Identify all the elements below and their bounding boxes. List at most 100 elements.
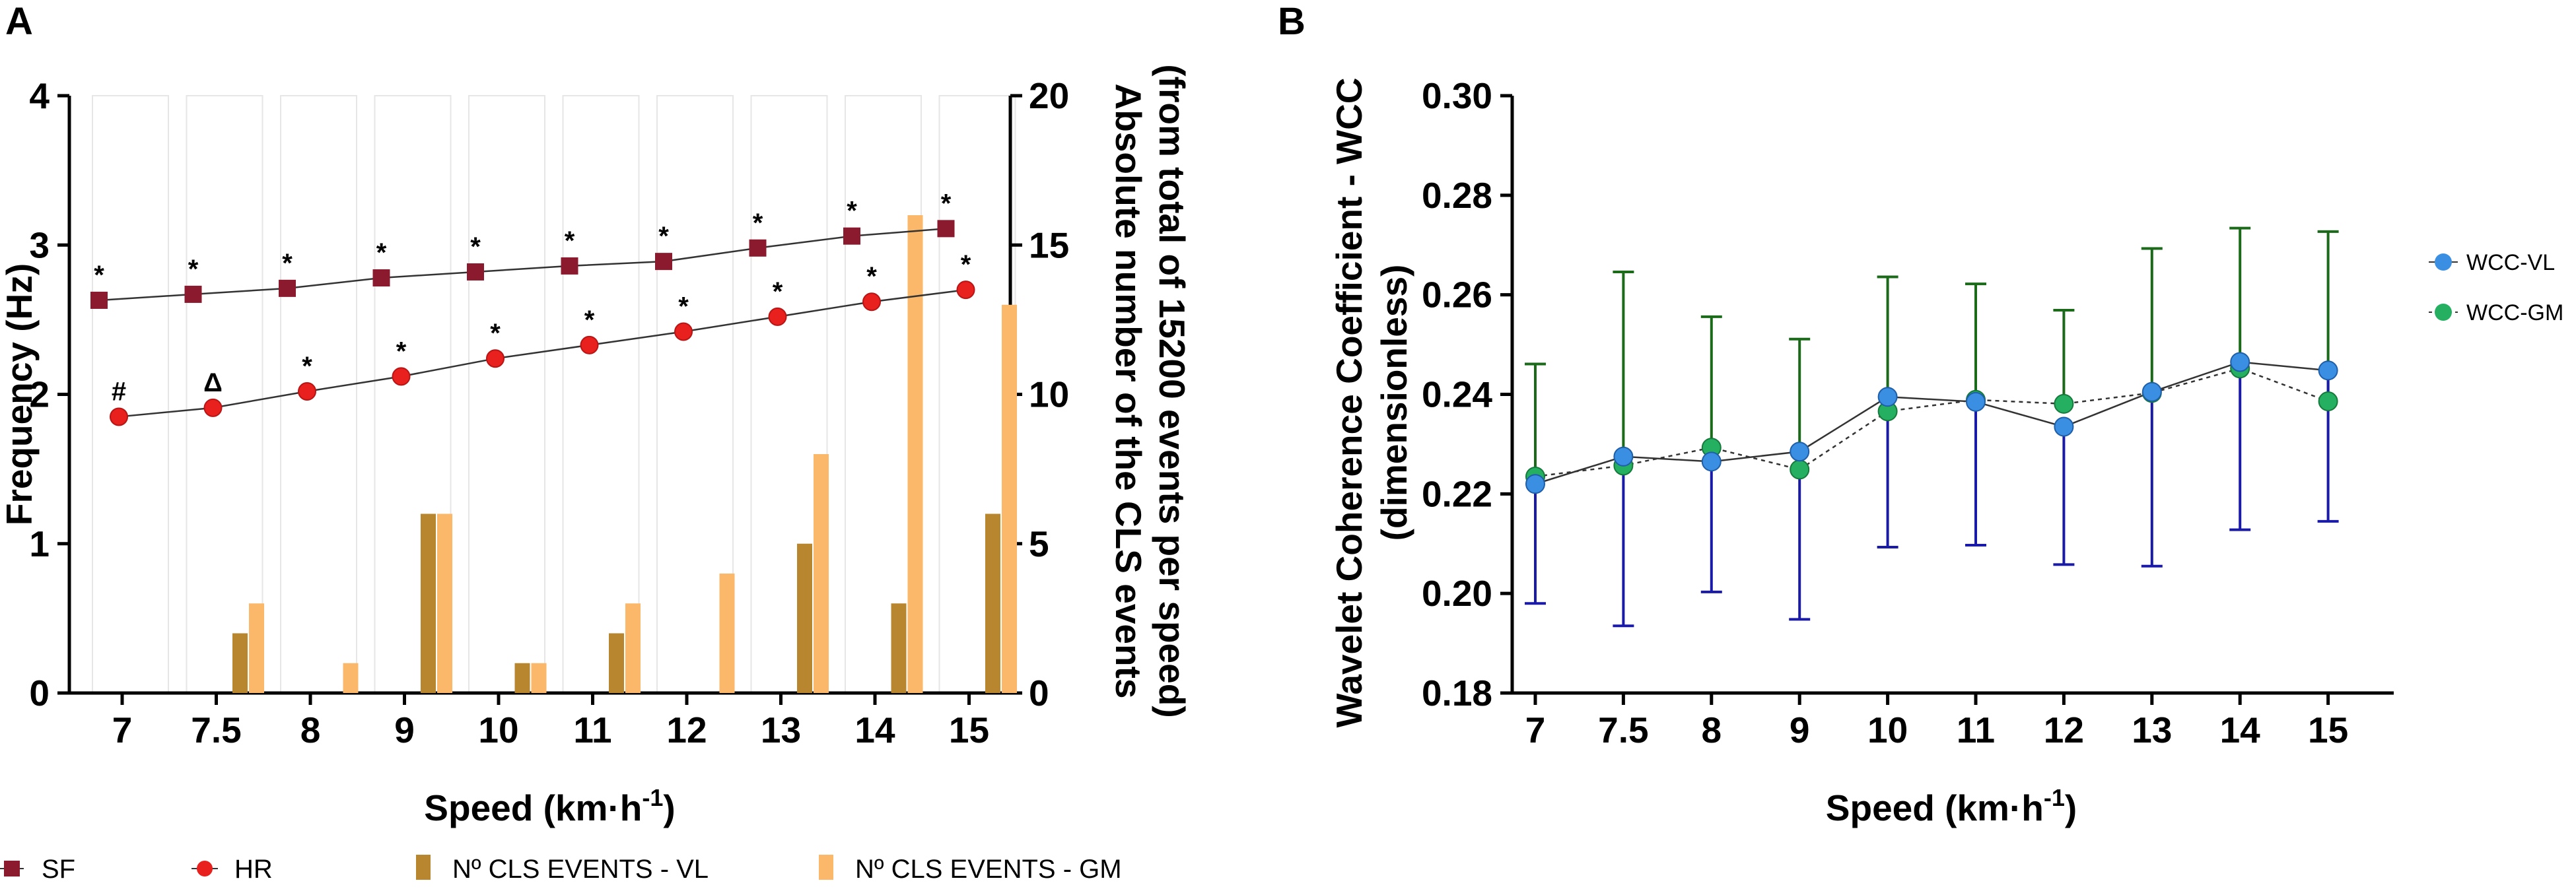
legend-b-wcc-gm-label: WCC-GM bbox=[2466, 300, 2563, 325]
x-tick-label-14: 14 bbox=[854, 710, 895, 750]
annotation-sf-15: * bbox=[941, 189, 952, 218]
x-tick-label-11: 11 bbox=[573, 710, 611, 750]
annotation-hr-10: * bbox=[490, 319, 501, 348]
marker-hr-12 bbox=[674, 322, 693, 341]
bar-cls-gm-11 bbox=[625, 603, 641, 693]
x-tick-label-8: 8 bbox=[1702, 710, 1722, 750]
y-tick-label-left-1: 1 bbox=[29, 523, 50, 564]
marker-wcc-vl-11 bbox=[1966, 391, 1986, 412]
x-tick-label-10: 10 bbox=[1867, 710, 1908, 750]
bar-cls-vl-14 bbox=[891, 603, 907, 693]
y-tick-label-right-15: 15 bbox=[1029, 224, 1069, 265]
x-axis-title: Speed (km·h-1) bbox=[424, 784, 675, 828]
y-tick-label-0-20: 0.20 bbox=[1422, 573, 1492, 614]
legend-b-wcc-vl-label: WCC-VL bbox=[2466, 250, 2555, 275]
line-wcc-gm bbox=[1535, 367, 2329, 478]
annotation-sf-7: * bbox=[94, 261, 104, 290]
marker-wcc-gm-12 bbox=[2054, 393, 2074, 414]
x-tick-label-11: 11 bbox=[1957, 710, 1995, 750]
legend-b-wcc-vl-marker bbox=[2435, 253, 2452, 271]
bar-cls-gm-13 bbox=[814, 454, 829, 693]
legend-a-n-cls-events-vl-marker bbox=[416, 855, 431, 880]
x-tick-label-8: 8 bbox=[300, 710, 321, 750]
legend-a-n-cls-events-gm-marker bbox=[819, 855, 833, 880]
x-tick-label-7: 7 bbox=[112, 710, 133, 750]
marker-hr-13 bbox=[768, 307, 787, 326]
x-tick-label-7-5: 7.5 bbox=[191, 710, 241, 750]
bar-cls-gm-9 bbox=[437, 513, 452, 693]
marker-hr-7-5 bbox=[203, 398, 223, 417]
y-axis-title-line-2: (dimensionless) bbox=[1374, 265, 1414, 541]
marker-sf-13 bbox=[749, 239, 767, 257]
background-band-10 bbox=[468, 95, 545, 694]
panel-a-label: A bbox=[5, 0, 33, 43]
y-tick-label-left-2: 2 bbox=[29, 374, 50, 415]
marker-sf-10 bbox=[467, 263, 484, 281]
annotation-sf-9: * bbox=[376, 238, 387, 267]
y-tick-label-left-4: 4 bbox=[29, 75, 50, 116]
x-tick-label-7-5: 7.5 bbox=[1598, 710, 1648, 750]
legend-a-n-cls-events-vl-label: Nº CLS EVENTS - VL bbox=[452, 855, 709, 884]
legend-a-sf-label: SF bbox=[42, 855, 75, 884]
x-tick-label-14: 14 bbox=[2220, 710, 2261, 750]
bar-cls-vl-15 bbox=[985, 513, 1000, 693]
bar-cls-vl-13 bbox=[797, 543, 812, 693]
marker-sf-15 bbox=[937, 220, 955, 238]
marker-hr-7 bbox=[110, 407, 128, 426]
y-tick-label-right-0: 0 bbox=[1029, 673, 1049, 713]
x-tick-label-9: 9 bbox=[1790, 710, 1810, 750]
annotation-hr-7-5: Δ bbox=[203, 368, 223, 397]
bar-cls-vl-7-5 bbox=[232, 633, 248, 693]
x-tick-label-12: 12 bbox=[2044, 710, 2084, 750]
x-axis-title: Speed (km·h-1) bbox=[1826, 784, 2077, 828]
legend-a-sf-marker bbox=[4, 861, 20, 876]
y-tick-label-0-22: 0.22 bbox=[1422, 473, 1492, 514]
x-tick-label-9: 9 bbox=[394, 710, 415, 750]
marker-sf-9 bbox=[372, 269, 390, 287]
annotation-hr-9: * bbox=[396, 337, 407, 366]
annotation-sf-14: * bbox=[847, 197, 857, 226]
bar-cls-vl-11 bbox=[609, 633, 624, 693]
marker-wcc-vl-9 bbox=[1790, 442, 1810, 462]
annotation-hr-11: * bbox=[584, 306, 595, 335]
line-sf bbox=[98, 228, 946, 302]
panel-a-legend: SF HR Nº CLS EVENTS - VL Nº CLS EVENTS - GM bbox=[0, 855, 1122, 884]
annotation-sf-11: * bbox=[565, 226, 575, 255]
marker-hr-15 bbox=[956, 281, 975, 300]
marker-sf-12 bbox=[655, 253, 672, 271]
y-axis-title-right-line-2: (from total of 15200 events per speed) bbox=[1152, 64, 1193, 717]
marker-wcc-vl-10 bbox=[1877, 387, 1898, 407]
marker-hr-8 bbox=[298, 381, 316, 401]
y-axis-title-left: Frequency (Hz) bbox=[0, 263, 40, 525]
marker-sf-11 bbox=[561, 257, 578, 275]
marker-wcc-gm-9 bbox=[1790, 459, 1810, 480]
y-tick-label-0-30: 0.30 bbox=[1422, 75, 1492, 116]
y-axis-title-right-line-1: Absolute number of the CLS events bbox=[1108, 83, 1149, 698]
annotation-sf-12: * bbox=[658, 222, 669, 251]
bar-cls-gm-10 bbox=[531, 663, 547, 693]
legend-b-wcc-gm-marker bbox=[2435, 304, 2452, 321]
marker-wcc-vl-14 bbox=[2230, 352, 2250, 372]
annotation-sf-8: * bbox=[282, 249, 293, 278]
marker-wcc-vl-8 bbox=[1701, 451, 1722, 472]
marker-sf-7-5 bbox=[184, 285, 202, 303]
x-tick-label-13: 13 bbox=[761, 710, 801, 750]
x-tick-label-12: 12 bbox=[666, 710, 707, 750]
marker-wcc-vl-15 bbox=[2318, 360, 2338, 381]
y-tick-label-right-5: 5 bbox=[1029, 523, 1049, 564]
marker-wcc-vl-13 bbox=[2141, 381, 2162, 402]
panel-b-chart: 0.18 0.20 0.22 0.24 0.26 0.28 0.30 7 7.5 8 9 10 11 12… bbox=[1329, 75, 2394, 828]
annotation-sf-13: * bbox=[753, 209, 763, 238]
x-tick-label-7: 7 bbox=[1525, 710, 1546, 750]
annotation-sf-10: * bbox=[470, 232, 481, 261]
bar-cls-gm-12 bbox=[719, 574, 735, 693]
marker-wcc-gm-15 bbox=[2318, 391, 2338, 412]
annotation-hr-12: * bbox=[678, 292, 689, 321]
bar-cls-gm-15 bbox=[1002, 304, 1017, 693]
y-tick-label-right-20: 20 bbox=[1029, 75, 1069, 116]
x-tick-label-10: 10 bbox=[478, 710, 518, 750]
y-tick-label-right-10: 10 bbox=[1029, 374, 1069, 415]
legend-a-hr-label: HR bbox=[234, 855, 273, 884]
